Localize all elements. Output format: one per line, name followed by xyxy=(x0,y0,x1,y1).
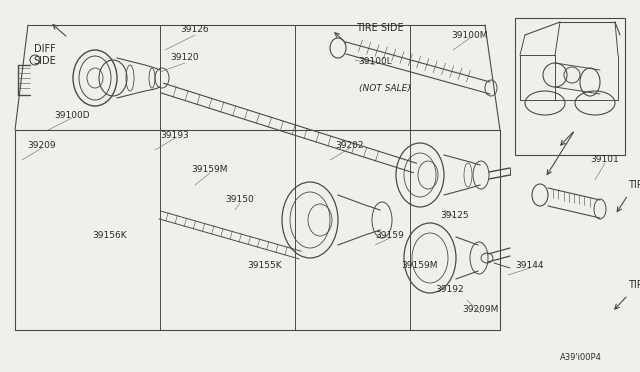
Text: 39192: 39192 xyxy=(436,285,464,295)
Text: 39159M: 39159M xyxy=(402,260,438,269)
Text: 39155K: 39155K xyxy=(248,260,282,269)
Text: 39120: 39120 xyxy=(171,54,199,62)
Text: 39209M: 39209M xyxy=(462,305,498,314)
Text: (NOT SALE): (NOT SALE) xyxy=(359,83,411,93)
Text: 39159M: 39159M xyxy=(192,166,228,174)
Text: 39150: 39150 xyxy=(226,196,254,205)
Text: 39193: 39193 xyxy=(161,131,189,140)
Text: TIRE SIDE: TIRE SIDE xyxy=(628,280,640,290)
Text: DIFF
SIDE: DIFF SIDE xyxy=(34,44,56,66)
Text: 39156K: 39156K xyxy=(93,231,127,240)
Text: 39209: 39209 xyxy=(28,141,56,150)
Text: 39101: 39101 xyxy=(591,155,620,164)
Text: 39144: 39144 xyxy=(516,260,544,269)
Text: A39'i00P4: A39'i00P4 xyxy=(560,353,602,362)
Text: 39100M: 39100M xyxy=(452,31,488,39)
Text: 39125: 39125 xyxy=(441,211,469,219)
Text: 39100L: 39100L xyxy=(358,58,392,67)
Text: 39126: 39126 xyxy=(180,26,209,35)
Text: 39202: 39202 xyxy=(336,141,364,150)
Text: 39159: 39159 xyxy=(376,231,404,240)
Text: 39100D: 39100D xyxy=(54,110,90,119)
Text: TIRE SIDE: TIRE SIDE xyxy=(628,180,640,190)
Text: TIRE SIDE: TIRE SIDE xyxy=(356,23,404,33)
